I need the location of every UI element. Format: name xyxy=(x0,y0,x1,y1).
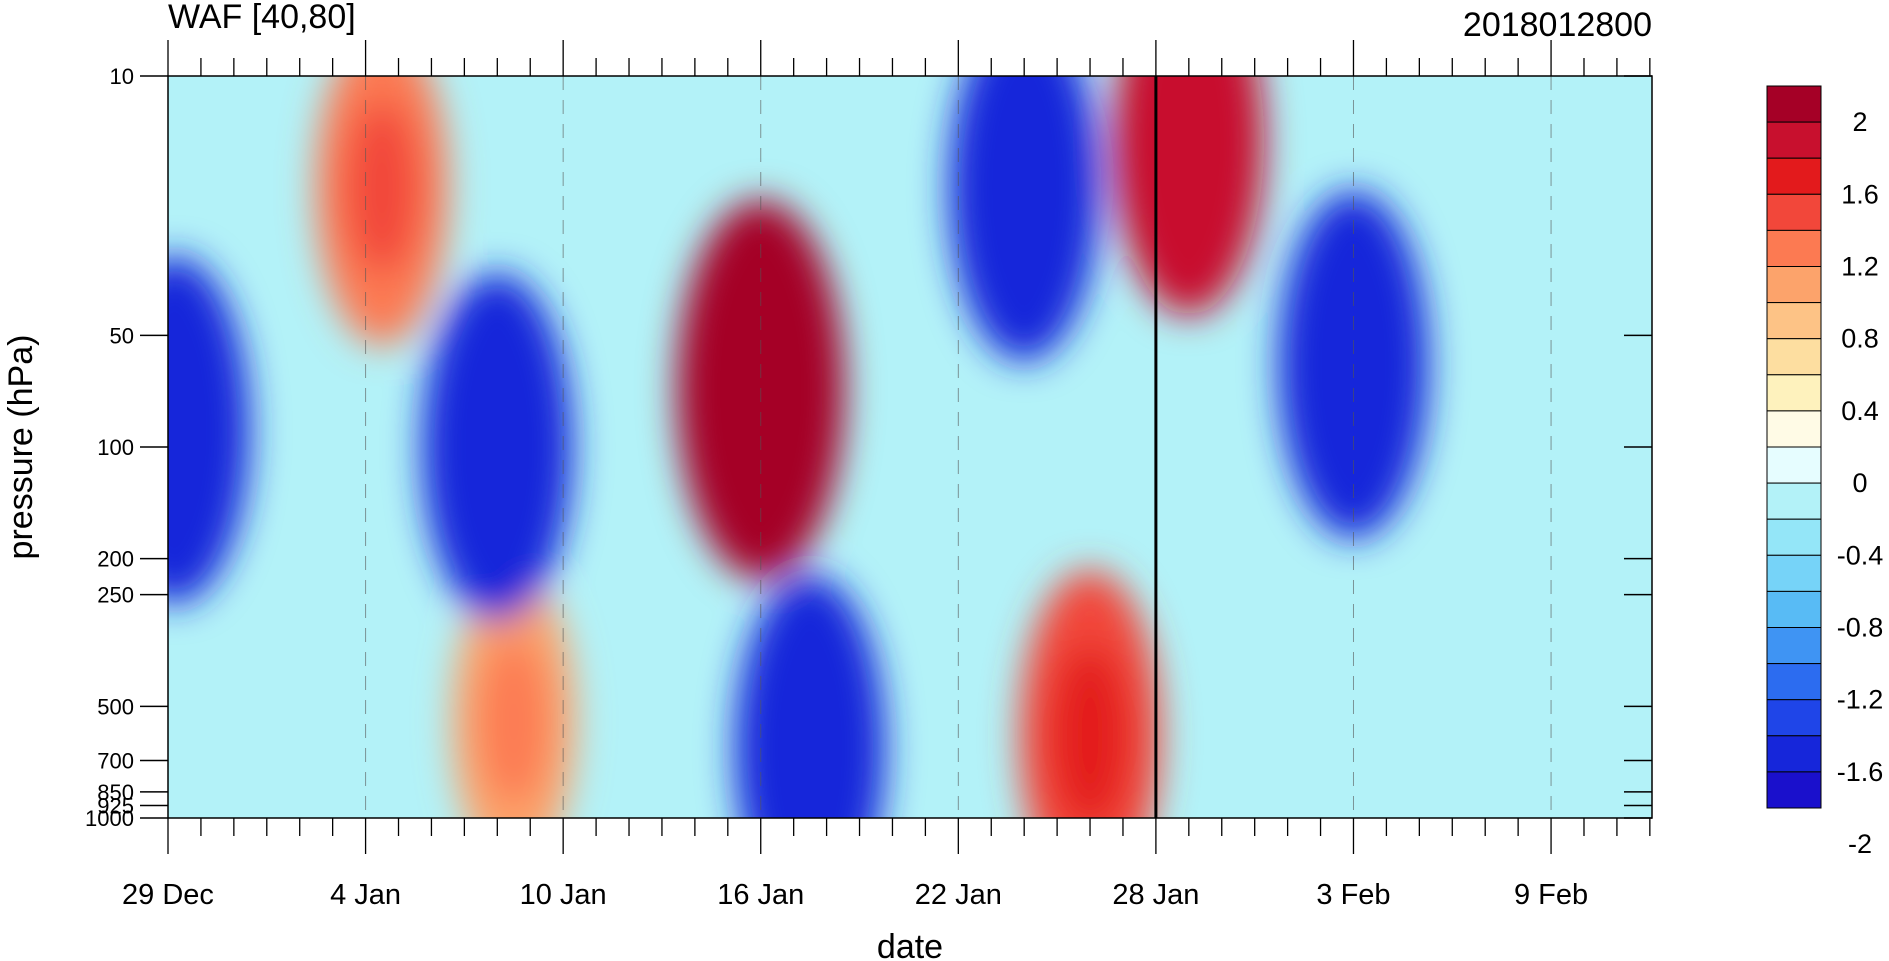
colorbar-swatch-7 xyxy=(1766,338,1822,376)
anomaly-core-7 xyxy=(168,334,216,526)
chart-title: WAF [40,80] xyxy=(168,0,356,36)
y-tick-label-3: 200 xyxy=(97,547,134,572)
colorbar-swatch-12 xyxy=(1766,518,1822,556)
colorbar-swatch-8 xyxy=(1766,374,1822,412)
y-tick-label-8: 925 xyxy=(97,793,134,818)
colorbar-swatch-19 xyxy=(1766,771,1822,809)
colorbar-label-4: 0.4 xyxy=(1841,396,1879,426)
colorbar-swatch-16 xyxy=(1766,663,1822,701)
anomaly-core-3 xyxy=(1051,644,1129,818)
anomaly-core-8 xyxy=(768,652,852,818)
y-tick-label-9: 1000 xyxy=(85,806,134,831)
colorbar-label-6: -0.4 xyxy=(1837,540,1884,570)
colorbar-swatch-10 xyxy=(1766,446,1822,484)
x-tick-label-6: 3 Feb xyxy=(1316,879,1390,911)
x-tick-label-4: 22 Jan xyxy=(915,879,1002,911)
colorbar-label-10: -2 xyxy=(1848,829,1872,859)
colorbar-swatch-11 xyxy=(1766,482,1822,520)
x-tick-label-3: 16 Jan xyxy=(717,879,804,911)
y-tick-label-6: 700 xyxy=(97,749,134,774)
y-tick-label-5: 500 xyxy=(97,694,134,719)
colorbar: 2 1.6 1.2 0.8 0.4 0 -0.4 -0.8 -1.2 -1.6 -2 xyxy=(1766,85,1884,859)
y-axis-label: pressure (hPa) xyxy=(2,335,40,560)
colorbar-swatch-9 xyxy=(1766,410,1822,448)
y-tick-label-2: 100 xyxy=(97,435,134,460)
y-tick-label-4: 250 xyxy=(97,583,134,608)
colorbar-label-1: 1.6 xyxy=(1841,179,1879,209)
colorbar-swatch-0 xyxy=(1766,85,1822,123)
x-axis: 29 Dec 4 Jan 10 Jan 16 Jan 22 Jan 28 Jan 3 Feb… xyxy=(122,40,1651,911)
anomaly-core-2 xyxy=(345,100,419,275)
colorbar-label-9: -1.6 xyxy=(1837,757,1884,787)
anomaly-core-6 xyxy=(455,351,539,543)
plot-area xyxy=(168,76,1652,818)
x-tick-label-5: 28 Jan xyxy=(1112,879,1199,911)
colorbar-label-0: 2 xyxy=(1852,107,1867,137)
x-tick-label-0: 29 Dec xyxy=(122,879,214,911)
colorbar-swatch-14 xyxy=(1766,590,1822,629)
colorbar-swatch-2 xyxy=(1766,157,1822,195)
colorbar-swatch-4 xyxy=(1766,229,1822,267)
colorbar-label-2: 1.2 xyxy=(1841,252,1879,282)
anomaly-core-4 xyxy=(479,639,548,805)
colorbar-label-3: 0.8 xyxy=(1841,324,1879,354)
x-tick-label-1: 4 Jan xyxy=(330,879,401,911)
colorbar-swatch-17 xyxy=(1766,699,1822,737)
x-tick-label-2: 10 Jan xyxy=(520,879,607,911)
colorbar-swatch-1 xyxy=(1766,121,1822,159)
y-tick-label-1: 50 xyxy=(110,323,134,348)
colorbar-swatch-5 xyxy=(1766,266,1822,304)
colorbar-swatch-18 xyxy=(1766,735,1822,773)
colorbar-label-5: 0 xyxy=(1852,468,1867,498)
anomaly-core-5 xyxy=(982,91,1066,284)
anomaly-core-1 xyxy=(1147,76,1231,238)
run-label: 2018012800 xyxy=(1463,6,1652,44)
x-tick-label-7: 9 Feb xyxy=(1514,879,1588,911)
x-axis-label: date xyxy=(877,928,943,961)
colorbar-swatch-15 xyxy=(1766,627,1822,665)
colorbar-swatch-13 xyxy=(1766,554,1822,592)
colorbar-label-7: -0.8 xyxy=(1837,613,1884,643)
colorbar-swatch-3 xyxy=(1766,193,1822,231)
y-tick-label-7: 850 xyxy=(97,780,134,805)
y-tick-label-0: 10 xyxy=(110,64,134,89)
colorbar-swatch-6 xyxy=(1766,302,1822,340)
colorbar-label-8: -1.2 xyxy=(1837,685,1884,715)
